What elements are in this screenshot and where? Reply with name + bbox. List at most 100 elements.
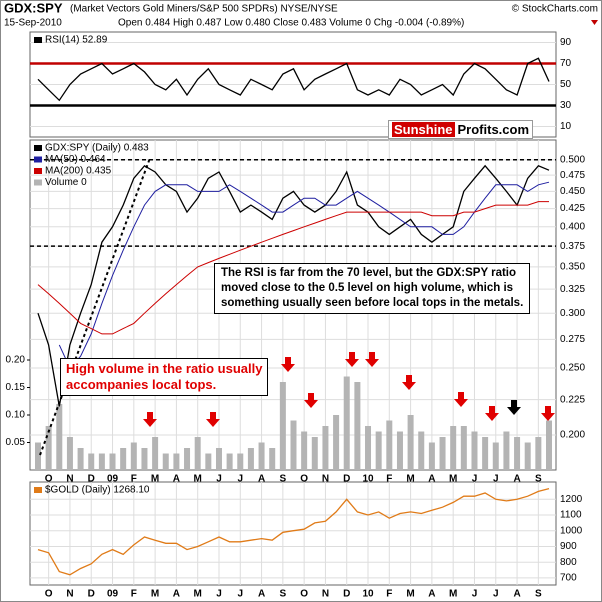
x-tick-label: M bbox=[151, 474, 159, 485]
x-tick-label: J bbox=[216, 474, 222, 485]
volume-bar bbox=[205, 453, 212, 470]
y-tick-label: 0.350 bbox=[560, 262, 585, 273]
series-line bbox=[37, 164, 550, 407]
x-tick-label: F bbox=[386, 474, 392, 485]
volume-bar bbox=[269, 448, 276, 470]
symbol: GDX:SPY bbox=[4, 0, 63, 15]
x-tick-label: A bbox=[173, 589, 180, 600]
y-tick-label: 0.475 bbox=[560, 170, 585, 181]
x-tick-label: J bbox=[237, 474, 243, 485]
y-tick-label: 0.400 bbox=[560, 221, 585, 232]
quote: Open 0.484 High 0.487 Low 0.480 Close 0.… bbox=[118, 18, 464, 29]
copyright: © StockCharts.com bbox=[512, 4, 598, 15]
x-tick-label: M bbox=[194, 589, 202, 600]
trend-line bbox=[39, 157, 151, 456]
volume-bar bbox=[535, 437, 542, 470]
y-tick-label: 1100 bbox=[560, 510, 582, 521]
series-line bbox=[37, 57, 550, 102]
y-tick-label: 1200 bbox=[560, 494, 583, 505]
volume-bar bbox=[301, 431, 308, 470]
volume-bar bbox=[77, 448, 84, 470]
volume-bar bbox=[237, 453, 244, 470]
panel bbox=[29, 481, 557, 586]
volume-bar bbox=[120, 448, 127, 470]
x-tick-label: A bbox=[173, 474, 180, 485]
volume-bar bbox=[130, 442, 137, 470]
logo: Sunshine Profits.com bbox=[388, 120, 534, 139]
volume-bar bbox=[343, 376, 350, 470]
date: 15-Sep-2010 bbox=[4, 18, 62, 29]
legend-swatch bbox=[34, 168, 42, 174]
x-tick-label: O bbox=[45, 474, 53, 485]
volume-bar bbox=[471, 431, 478, 470]
volume-bar bbox=[503, 431, 510, 470]
x-tick-label: 09 bbox=[107, 589, 119, 600]
y-tick-label: 0.250 bbox=[560, 363, 585, 374]
x-tick-label: N bbox=[322, 474, 329, 485]
volume-bar bbox=[418, 431, 425, 470]
x-tick-label: S bbox=[535, 474, 542, 485]
y-tick-label: 0.450 bbox=[560, 186, 585, 197]
x-tick-label: A bbox=[258, 589, 265, 600]
x-tick-label: A bbox=[428, 474, 435, 485]
series-line bbox=[37, 201, 549, 335]
y2-tick-label: 0.15 bbox=[6, 382, 26, 393]
volume-bar bbox=[279, 382, 286, 470]
y-tick-label: 0.375 bbox=[560, 241, 585, 252]
volume-bar bbox=[428, 442, 435, 470]
x-tick-label: A bbox=[513, 474, 520, 485]
volume-bar bbox=[354, 382, 361, 470]
y-tick-label: 800 bbox=[560, 557, 577, 568]
description: (Market Vectors Gold Miners/S&P 500 SPDR… bbox=[70, 4, 338, 15]
volume-bar bbox=[375, 431, 382, 470]
x-tick-label: 10 bbox=[362, 474, 374, 485]
volume-bar bbox=[311, 437, 318, 470]
volume-bar bbox=[66, 437, 73, 470]
x-tick-label: D bbox=[343, 589, 350, 600]
x-tick-label: 09 bbox=[107, 474, 119, 485]
y-tick-label: 0.200 bbox=[560, 430, 585, 441]
volume-bar bbox=[194, 437, 201, 470]
x-tick-label: J bbox=[493, 589, 499, 600]
y-tick-label: 0.225 bbox=[560, 394, 585, 405]
y-tick-label: 0.300 bbox=[560, 308, 585, 319]
volume-bar bbox=[247, 448, 254, 470]
y-tick-label: 70 bbox=[560, 58, 572, 69]
legend-label: $GOLD (Daily) 1268.10 bbox=[45, 485, 150, 496]
y2-tick-label: 0.10 bbox=[6, 410, 26, 421]
legend-label: Volume 0 bbox=[45, 177, 87, 188]
volume-bar bbox=[514, 437, 521, 470]
x-tick-label: A bbox=[513, 589, 520, 600]
volume-bar bbox=[215, 448, 222, 470]
legend-label: GDX:SPY (Daily) 0.483 bbox=[45, 143, 149, 154]
x-tick-label: S bbox=[280, 474, 287, 485]
volume-bar bbox=[524, 442, 531, 470]
x-tick-label: N bbox=[66, 474, 73, 485]
logo-part2: Profits.com bbox=[457, 122, 530, 137]
y-tick-label: 50 bbox=[560, 79, 572, 90]
y-tick-label: 0.500 bbox=[560, 154, 585, 165]
y-tick-label: 0.275 bbox=[560, 334, 585, 345]
volume-bar bbox=[322, 426, 329, 470]
x-tick-label: D bbox=[88, 589, 95, 600]
note-line: moved close to the 0.5 level on high vol… bbox=[221, 282, 514, 294]
note-line: accompanies local tops. bbox=[66, 377, 217, 392]
y2-tick-label: 0.20 bbox=[6, 355, 26, 366]
volume-bar bbox=[386, 420, 393, 470]
y-tick-label: 900 bbox=[560, 541, 577, 552]
volume-bar bbox=[258, 442, 265, 470]
logo-part1: Sunshine bbox=[392, 122, 455, 137]
volume-note: High volume in the ratio usually accompa… bbox=[60, 358, 269, 396]
volume-bar bbox=[45, 426, 52, 470]
x-tick-label: M bbox=[194, 474, 202, 485]
legend-swatch bbox=[34, 487, 42, 493]
x-tick-label: O bbox=[300, 589, 308, 600]
volume-bar bbox=[184, 448, 191, 470]
x-tick-label: J bbox=[472, 474, 478, 485]
volume-bar bbox=[482, 437, 489, 470]
x-tick-label: N bbox=[66, 589, 73, 600]
volume-bar bbox=[365, 426, 372, 470]
series-line bbox=[58, 181, 550, 369]
x-tick-label: 10 bbox=[362, 589, 374, 600]
note: The RSI is far from the 70 level, but th… bbox=[214, 263, 531, 314]
